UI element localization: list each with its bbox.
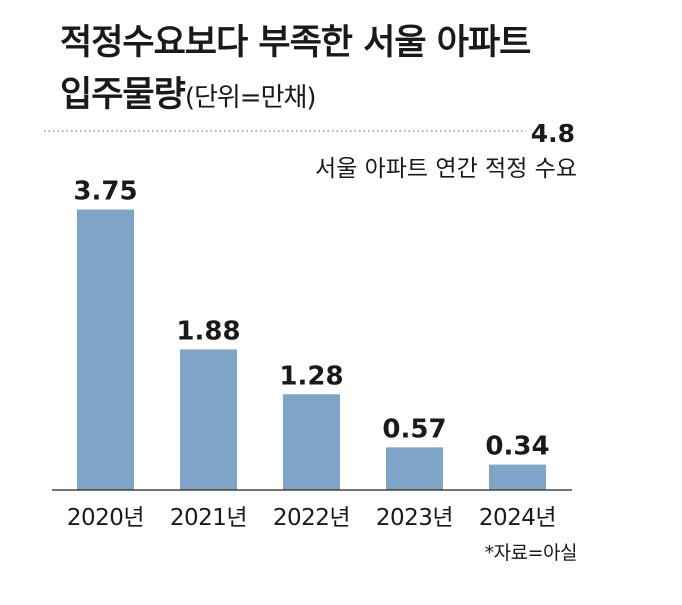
bar-value-label: 3.75	[73, 177, 137, 207]
bar-value-label: 1.28	[279, 361, 343, 391]
chart-subtitle-row: 입주물량(단위=만채)	[60, 66, 317, 117]
x-tick-label: 2021년	[170, 505, 247, 531]
bar-1	[77, 209, 134, 490]
bar-value-label: 0.34	[485, 432, 549, 462]
chart-unit: (단위=만채)	[184, 83, 317, 113]
x-tick-label: 2020년	[67, 505, 144, 531]
bar-2	[180, 349, 237, 490]
x-tick-label: 2024년	[479, 505, 556, 531]
chart-title: 적정수요보다 부족한 서울 아파트	[60, 23, 531, 63]
bar-value-label: 1.88	[176, 316, 240, 346]
reference-line-label: 서울 아파트 연간 적정 수요	[315, 156, 577, 182]
reference-value-label: 4.8	[531, 119, 575, 148]
bar-4	[386, 447, 443, 490]
x-tick-label: 2023년	[376, 505, 453, 531]
x-tick-label: 2022년	[273, 505, 350, 531]
source-note: *자료=아실	[484, 542, 578, 564]
bar-5	[489, 464, 546, 490]
bar-3	[283, 394, 340, 490]
chart-subtitle: 입주물량	[60, 75, 186, 115]
bar-value-label: 0.57	[382, 414, 446, 444]
